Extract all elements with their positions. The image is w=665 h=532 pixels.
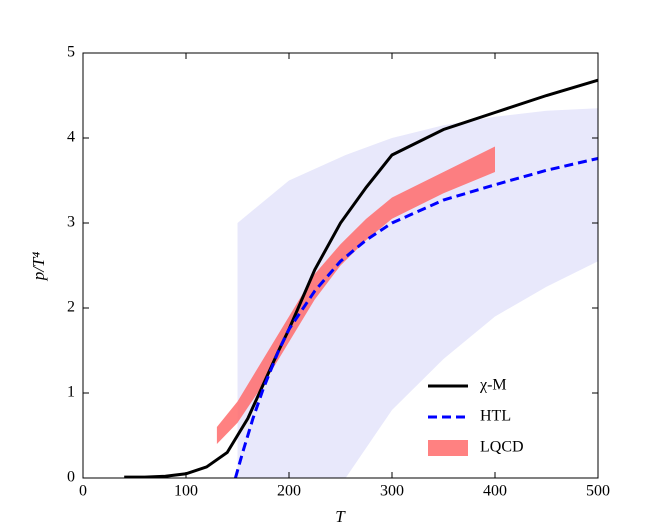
legend-label: LQCD	[480, 439, 524, 456]
x-tick-label: 100	[174, 483, 198, 500]
y-axis-label: p/T⁴	[29, 252, 48, 282]
y-tick-label: 2	[67, 299, 75, 316]
band	[216, 146, 495, 444]
x-tick-label: 400	[483, 483, 507, 500]
legend-swatch	[428, 440, 468, 456]
x-axis-label: T	[335, 507, 346, 526]
x-tick-label: 300	[380, 483, 404, 500]
line	[233, 156, 598, 478]
x-tick-label: 0	[79, 483, 87, 500]
y-tick-label: 5	[67, 44, 75, 61]
band	[237, 108, 598, 478]
legend-label: HTL	[480, 408, 511, 425]
y-tick-label: 4	[67, 129, 75, 146]
x-tick-label: 200	[277, 483, 301, 500]
y-tick-label: 3	[67, 214, 75, 231]
legend-label: χ-M	[479, 377, 507, 394]
y-tick-label: 1	[67, 384, 75, 401]
y-tick-label: 0	[67, 469, 75, 486]
plot-frame	[82, 52, 599, 479]
x-tick-label: 500	[586, 483, 610, 500]
